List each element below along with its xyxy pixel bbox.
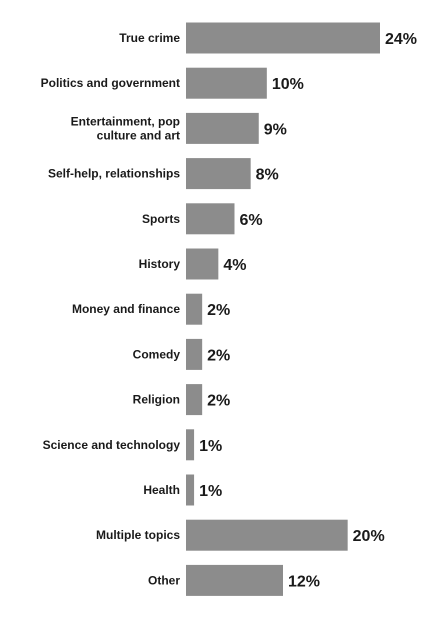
category-label: Multiple topics bbox=[96, 528, 180, 542]
value-label: 2% bbox=[207, 393, 230, 410]
category-label-line: Multiple topics bbox=[96, 528, 180, 542]
category-label: Sports bbox=[142, 212, 180, 226]
category-label-line: History bbox=[139, 257, 181, 271]
category-label: True crime bbox=[119, 31, 180, 45]
value-label: 24% bbox=[385, 31, 417, 48]
bar bbox=[186, 384, 203, 416]
bar bbox=[186, 429, 195, 461]
category-label-line: Money and finance bbox=[72, 302, 180, 316]
value-label: 1% bbox=[199, 438, 222, 455]
bar bbox=[186, 248, 219, 280]
value-label: 2% bbox=[207, 302, 230, 319]
category-label-line: True crime bbox=[119, 31, 180, 45]
value-label: 2% bbox=[207, 347, 230, 364]
bar bbox=[186, 564, 283, 596]
bar bbox=[186, 22, 380, 54]
bar bbox=[186, 474, 195, 506]
category-label: Comedy bbox=[133, 347, 181, 361]
bar bbox=[186, 67, 267, 99]
bar bbox=[186, 293, 203, 325]
value-label: 9% bbox=[264, 121, 287, 138]
bar bbox=[186, 158, 251, 190]
category-label-line: Entertainment, pop bbox=[71, 114, 180, 128]
category-label-line: Sports bbox=[142, 212, 180, 226]
bar bbox=[186, 519, 348, 551]
category-label-line: Religion bbox=[133, 393, 180, 407]
value-label: 20% bbox=[353, 528, 385, 545]
category-label: Health bbox=[143, 483, 180, 497]
category-label-line: Health bbox=[143, 483, 180, 497]
category-label-line: Science and technology bbox=[43, 438, 181, 452]
chart-header-fragment bbox=[0, 0, 424, 9]
category-label-line: culture and art bbox=[97, 128, 180, 142]
category-label: Science and technology bbox=[43, 438, 181, 452]
category-label: Other bbox=[148, 573, 180, 587]
category-label: Politics and government bbox=[41, 76, 180, 90]
category-label: Religion bbox=[133, 393, 180, 407]
value-label: 1% bbox=[199, 483, 222, 500]
value-label: 10% bbox=[272, 76, 304, 93]
value-label: 4% bbox=[223, 257, 246, 274]
category-label-line: Politics and government bbox=[41, 76, 180, 90]
value-label: 12% bbox=[288, 573, 320, 590]
bar bbox=[186, 338, 203, 370]
bar bbox=[186, 112, 259, 144]
bar bbox=[186, 203, 235, 235]
category-label-line: Self-help, relationships bbox=[48, 167, 180, 181]
category-label-line: Comedy bbox=[133, 347, 181, 361]
category-label: History bbox=[139, 257, 181, 271]
category-label: Money and finance bbox=[72, 302, 180, 316]
value-label: 8% bbox=[256, 167, 279, 184]
category-label-line: Other bbox=[148, 573, 180, 587]
value-label: 6% bbox=[240, 212, 263, 229]
category-label: Self-help, relationships bbox=[48, 167, 180, 181]
category-label: Entertainment, pop culture and art bbox=[71, 114, 180, 142]
